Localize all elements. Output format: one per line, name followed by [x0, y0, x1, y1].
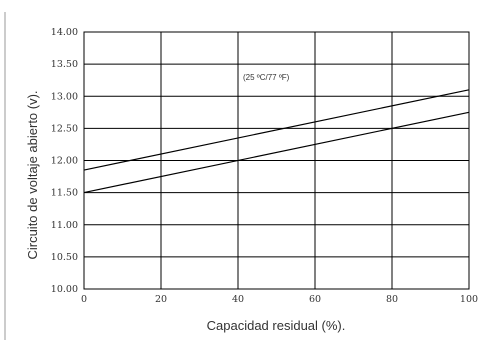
y-tick-label: 11.50	[51, 188, 78, 199]
y-tick-label: 12.00	[51, 156, 78, 167]
x-tick-labels: 0 20 40 60 80 100	[81, 294, 478, 305]
y-tick-label: 13.00	[51, 91, 78, 102]
y-tick-label: 10.50	[51, 252, 78, 263]
y-tick-label: 11.00	[51, 220, 78, 231]
y-tick-label: 14.00	[51, 27, 78, 38]
grid	[83, 31, 470, 290]
y-axis-title: Circuito de voltaje abierto (v).	[25, 90, 40, 259]
series-line-2	[83, 111, 470, 194]
series-group	[83, 89, 470, 194]
x-tick-label: 20	[155, 294, 167, 305]
y-tick-label: 10.00	[51, 284, 78, 295]
y-tick-labels: 10.00 10.50 11.00 11.50 12.00 12.50 13.00 13.50…	[51, 27, 78, 295]
x-tick-label: 100	[460, 294, 478, 305]
x-tick-label: 40	[232, 294, 244, 305]
x-tick-label: 80	[386, 294, 398, 305]
x-axis-title: Capacidad residual (%).	[207, 318, 346, 333]
series-line-1	[83, 89, 470, 171]
plot-frame	[83, 31, 470, 290]
y-tick-label: 13.50	[51, 59, 78, 70]
x-tick-label: 60	[309, 294, 321, 305]
annotation-text: (25 ºC/77 ºF)	[243, 73, 290, 82]
x-tick-label: 0	[81, 294, 87, 305]
y-tick-label: 12.50	[51, 123, 78, 134]
